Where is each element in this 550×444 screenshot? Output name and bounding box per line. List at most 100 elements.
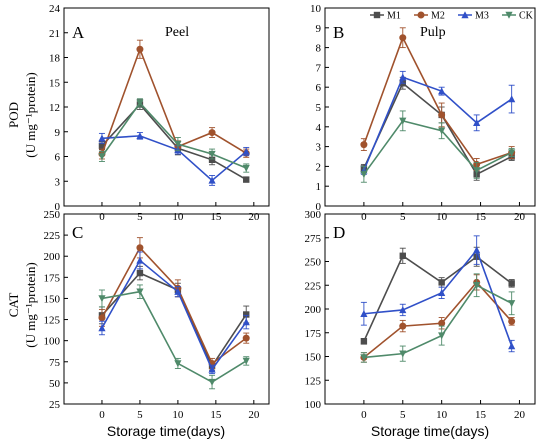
data-point <box>242 357 250 365</box>
y-tick-label: 300 <box>305 209 322 221</box>
data-point <box>243 176 250 183</box>
y-tick-label: 6 <box>316 82 322 94</box>
data-point <box>473 119 481 127</box>
x-tick-label: 5 <box>137 409 143 421</box>
data-point <box>136 269 144 277</box>
y-tick-label: 25 <box>49 399 61 411</box>
data-point <box>399 117 407 125</box>
x-tick-label: 15 <box>210 211 222 223</box>
data-point <box>208 156 216 163</box>
x-tick-label: 20 <box>514 211 526 223</box>
data-point <box>473 167 481 175</box>
data-point <box>399 252 406 259</box>
y-tick-label: 9 <box>316 23 322 35</box>
y-tick-label: 15 <box>49 77 61 89</box>
data-point <box>399 322 407 330</box>
legend-label: M3 <box>475 11 489 22</box>
legend-marker <box>373 11 381 19</box>
data-point <box>174 287 182 295</box>
y-tick-label: 3 <box>55 176 61 188</box>
series-ck <box>98 284 250 390</box>
data-point <box>136 256 144 264</box>
panel-a: 0 3 6 9 12 15 18 21 24 0 5 10 15 20 <box>49 3 270 223</box>
y-tick-label: 225 <box>44 230 61 242</box>
y-tick-label: 175 <box>305 328 322 340</box>
data-point <box>242 334 250 342</box>
series-m1 <box>360 76 515 181</box>
y-tick-label: 9 <box>55 127 61 139</box>
x-tick-label: 0 <box>361 409 367 421</box>
xaxis-title-right: Storage time(days) <box>371 423 489 439</box>
data-point <box>208 378 216 386</box>
x-tick-label: 15 <box>210 409 222 421</box>
y-tick-label: 50 <box>49 378 61 390</box>
series-line <box>363 254 513 342</box>
y-tick-label: 6 <box>55 152 61 164</box>
series-m2 <box>360 274 516 363</box>
y-tick-label: 100 <box>305 399 322 411</box>
data-point <box>208 176 216 184</box>
data-point <box>136 244 144 252</box>
y-tick-label: 125 <box>305 375 322 387</box>
series-ck <box>98 98 250 173</box>
pod-ylabel-line1: POD <box>6 102 21 128</box>
y-tick-label: 125 <box>44 315 61 327</box>
data-point <box>98 134 106 142</box>
x-tick-label: 20 <box>514 409 526 421</box>
series-m3 <box>360 235 516 353</box>
panel-b-title: Pulp <box>420 25 446 40</box>
y-tick-label: 150 <box>305 352 322 364</box>
y-tick-label: 12 <box>49 102 60 114</box>
y-tick-label: 1 <box>316 181 322 193</box>
y-tick-label: 275 <box>305 233 322 245</box>
data-point <box>438 289 446 297</box>
legend-label: M1 <box>387 11 401 22</box>
data-point <box>508 280 515 287</box>
data-point <box>508 95 516 103</box>
pod-ylabel: POD (U mg⁻¹protein) <box>6 72 38 158</box>
panel-letter-c: C <box>72 223 83 242</box>
y-tick-label: 8 <box>316 43 322 55</box>
cat-ylabel-line2: (U mg⁻¹protein) <box>23 262 38 348</box>
data-point <box>399 350 407 358</box>
legend-entry-m3: M3 <box>458 11 489 22</box>
series-line <box>101 290 247 383</box>
y-tick-label: 225 <box>305 280 322 292</box>
y-tick-label: 5 <box>316 102 322 114</box>
data-point <box>508 149 516 157</box>
panel-b: 0 1 2 3 4 5 6 7 8 9 10 0 5 10 15 20 <box>310 3 536 223</box>
panel-letter-b: B <box>333 23 344 42</box>
x-tick-label: 15 <box>475 409 487 421</box>
data-point <box>438 279 445 286</box>
data-point <box>399 73 407 81</box>
data-point <box>242 147 250 155</box>
cat-ylabel-line1: CAT <box>6 293 21 318</box>
legend-marker <box>505 11 513 19</box>
series-line <box>101 46 247 155</box>
panel-letter-a: A <box>72 23 85 42</box>
pod-ylabel-line2: (U mg⁻¹protein) <box>23 72 38 158</box>
data-point <box>360 171 368 179</box>
data-point <box>243 311 250 318</box>
y-tick-label: 4 <box>316 122 322 134</box>
series-line <box>363 35 512 166</box>
y-tick-label: 21 <box>49 28 60 40</box>
y-tick-label: 175 <box>44 272 61 284</box>
data-point <box>98 295 106 303</box>
data-point <box>136 288 144 296</box>
legend: M1 M2 M3 CK <box>370 11 534 22</box>
legend-marker <box>461 11 469 19</box>
series-ck <box>360 273 516 363</box>
plot-frame <box>63 213 270 405</box>
data-point <box>508 300 516 308</box>
y-tick-label: 0 <box>55 201 61 213</box>
series-line <box>363 248 513 347</box>
series-line <box>101 103 247 181</box>
data-point <box>242 318 250 326</box>
x-tick-label: 0 <box>99 211 105 223</box>
x-tick-label: 5 <box>400 211 406 223</box>
data-point <box>136 99 144 107</box>
